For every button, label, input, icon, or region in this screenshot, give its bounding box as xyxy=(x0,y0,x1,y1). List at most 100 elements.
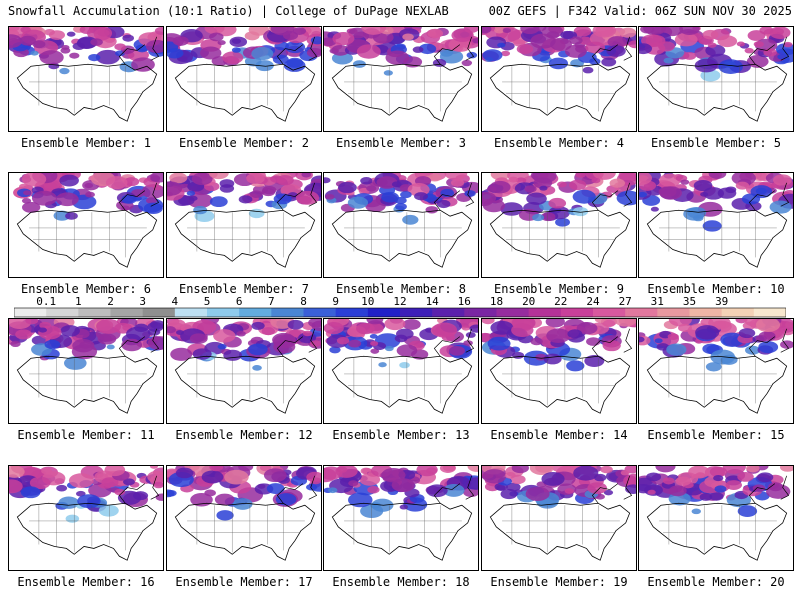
snow-patch xyxy=(248,343,268,356)
snow-patch xyxy=(755,187,767,195)
snow-patch xyxy=(20,486,41,499)
snow-patch xyxy=(361,27,386,35)
snow-patch xyxy=(461,59,473,67)
snow-patch xyxy=(735,181,750,190)
snow-patch xyxy=(674,32,698,47)
snow-patch xyxy=(376,176,398,189)
state-borders xyxy=(29,66,147,114)
snow-patch xyxy=(172,36,189,46)
snow-patch xyxy=(746,466,760,473)
snow-patch xyxy=(602,319,616,328)
coastline xyxy=(591,475,633,504)
snow-patch xyxy=(582,66,594,74)
snow-patch xyxy=(666,343,687,356)
snow-patch xyxy=(399,504,409,510)
panel-label-19: Ensemble Member: 19 xyxy=(490,575,628,589)
colorbar-swatch xyxy=(14,308,47,317)
panel-label-1: Ensemble Member: 1 xyxy=(20,136,152,150)
snow-patch xyxy=(742,321,757,330)
panel-label-6: Ensemble Member: 6 xyxy=(20,282,152,296)
snow-patch xyxy=(209,196,228,208)
snow-patch xyxy=(252,365,262,371)
snow-patch xyxy=(97,29,110,37)
snow-patch xyxy=(324,322,344,335)
colorbar-tick-label: 24 xyxy=(586,296,600,308)
snow-patch xyxy=(262,185,277,195)
snow-patch xyxy=(310,36,321,45)
colorbar-tick-label: 22 xyxy=(554,296,567,308)
state-borders xyxy=(344,212,462,260)
snow-patch xyxy=(266,483,285,494)
snow-patch xyxy=(105,176,128,190)
snow-patch xyxy=(150,175,160,182)
ensemble-map-9 xyxy=(481,172,637,278)
snowfall-field xyxy=(9,27,163,75)
us-outline xyxy=(489,355,631,414)
ensemble-map-17 xyxy=(166,465,322,571)
snow-patch xyxy=(501,50,511,57)
snow-patch xyxy=(603,489,614,496)
ensemble-map-14 xyxy=(481,318,637,424)
snow-patch xyxy=(336,336,350,345)
snowfall-map-4 xyxy=(482,27,636,122)
snowfall-map-16 xyxy=(9,466,163,561)
snow-patch xyxy=(717,35,738,48)
snow-patch xyxy=(222,51,244,64)
snow-patch xyxy=(607,36,627,48)
colorbar: 0.1 1 2 3 4 5 6 7 8 9 10 12 14 16 18 20 22 24 27 31 35 39 xyxy=(14,296,786,318)
snowfall-field xyxy=(482,466,636,509)
colorbar-tick-label: 31 xyxy=(651,296,664,308)
snow-patch xyxy=(123,478,135,486)
ensemble-map-4 xyxy=(481,26,637,132)
snow-patch xyxy=(663,57,674,64)
snow-patch xyxy=(731,173,756,186)
snow-patch xyxy=(709,466,728,477)
snow-patch xyxy=(246,173,265,184)
snow-patch xyxy=(395,203,407,211)
snow-patch xyxy=(601,57,617,67)
snow-patch xyxy=(169,173,188,184)
snow-patch xyxy=(39,50,64,65)
snow-patch xyxy=(60,325,80,337)
snowfall-field xyxy=(324,173,478,225)
snow-patch xyxy=(560,30,575,40)
snow-patch xyxy=(702,220,722,232)
snow-patch xyxy=(709,492,724,501)
snow-patch xyxy=(270,27,295,36)
snow-patch xyxy=(466,51,478,59)
snow-patch xyxy=(529,466,554,476)
snow-patch xyxy=(96,319,122,334)
snow-patch xyxy=(153,481,163,489)
snow-patch xyxy=(541,471,565,486)
snow-patch xyxy=(525,486,550,502)
snowfall-field xyxy=(639,466,793,518)
panel-label-16: Ensemble Member: 16 xyxy=(17,575,155,589)
state-borders xyxy=(659,358,777,406)
snow-patch xyxy=(186,190,196,196)
state-borders xyxy=(502,505,620,553)
snow-patch xyxy=(64,356,87,370)
us-outline xyxy=(646,209,788,268)
snow-patch xyxy=(584,355,605,367)
snow-patch xyxy=(236,330,246,337)
panel-label-10: Ensemble Member: 10 xyxy=(647,282,785,296)
snow-patch xyxy=(442,483,465,497)
colorbar-swatch xyxy=(335,308,369,317)
snow-patch xyxy=(30,50,39,56)
snow-patch xyxy=(302,330,313,337)
snow-patch xyxy=(191,173,213,186)
snow-patch xyxy=(244,31,260,41)
snow-patch xyxy=(209,466,224,472)
snow-patch xyxy=(679,27,700,35)
snow-patch xyxy=(546,328,571,343)
snow-patch xyxy=(400,191,412,199)
snow-patch xyxy=(77,494,101,509)
snow-patch xyxy=(654,338,663,344)
snow-patch xyxy=(465,332,476,338)
snowfall-field xyxy=(639,27,793,82)
coastline xyxy=(276,328,318,357)
snow-patch xyxy=(687,206,707,219)
snow-patch xyxy=(101,477,119,488)
snow-patch xyxy=(428,173,442,182)
coastline xyxy=(433,182,475,211)
